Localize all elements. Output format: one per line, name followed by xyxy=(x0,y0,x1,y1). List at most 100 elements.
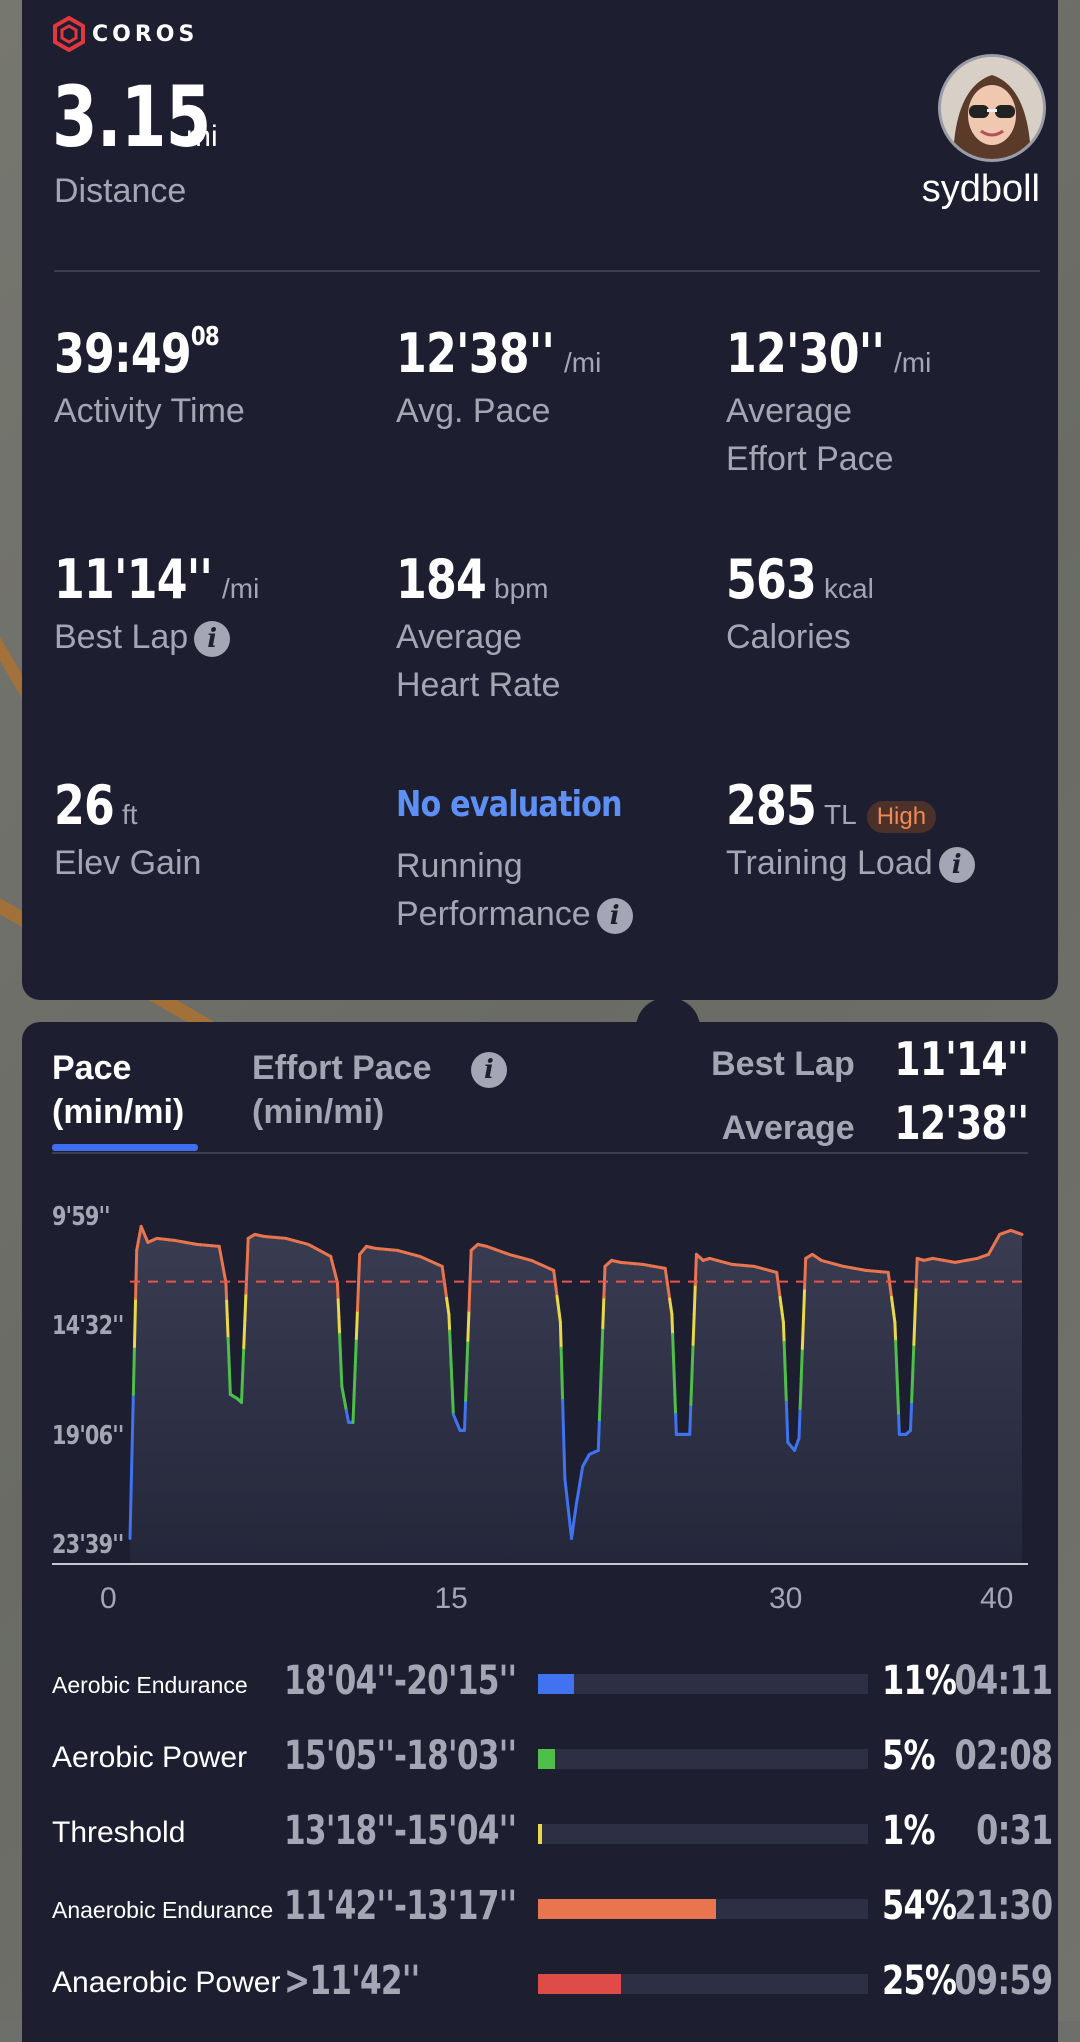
pace-line-segment xyxy=(899,1416,900,1435)
pace-line-segment xyxy=(801,1348,802,1378)
pace-line-segment xyxy=(895,1322,896,1341)
zone-bar-track xyxy=(538,1899,868,1919)
pace-line-segment xyxy=(451,1364,452,1381)
coros-logo: COROS xyxy=(52,16,198,52)
zone-time: 09:59 xyxy=(954,1958,1052,2004)
distance-value: 3.15 mi xyxy=(52,68,218,166)
best-lap-stat-value: 11'14'' xyxy=(894,1032,1028,1086)
zone-row: Anaerobic Power>11'42''25%09:59 xyxy=(52,1952,1052,2012)
pace-line-segment xyxy=(136,1250,137,1298)
training-load-value: 285 xyxy=(726,774,792,837)
distance-label: Distance xyxy=(54,172,186,211)
info-icon[interactable]: i xyxy=(939,847,975,883)
tab-pace[interactable]: Pace(min/mi) xyxy=(52,1046,184,1134)
pace-line-segment xyxy=(913,1344,914,1373)
pace-line-segment xyxy=(805,1258,806,1288)
zone-range: >11'42'' xyxy=(284,1958,419,2004)
pace-line-segment xyxy=(601,1358,602,1389)
coros-hexagon-icon xyxy=(52,16,86,52)
activity-summary-card: COROS 3.15 mi Distance sydboll 39:4908 A… xyxy=(22,0,1058,1000)
avg-effort-pace-value: 12'30'' xyxy=(726,322,849,385)
avg-heart-rate-value: 184 xyxy=(396,548,462,611)
zone-name: Aerobic Endurance xyxy=(52,1672,248,1699)
zone-bar-fill xyxy=(538,1824,542,1844)
tab-divider xyxy=(52,1152,1028,1154)
running-performance-value[interactable]: No evaluation xyxy=(396,784,622,825)
metric-activity-time: 39:4908 Activity Time xyxy=(54,322,255,435)
pace-line-segment xyxy=(227,1320,228,1339)
pace-line-segment xyxy=(356,1310,357,1338)
pace-line-segment xyxy=(134,1298,135,1346)
pace-line-segment xyxy=(800,1378,801,1408)
pace-line-segment xyxy=(784,1342,785,1362)
pace-line-segment xyxy=(560,1322,561,1348)
pace-line-segment xyxy=(568,1508,569,1518)
pace-line-segment xyxy=(353,1394,354,1422)
pace-line-segment xyxy=(566,1488,567,1498)
pace-line-segment xyxy=(915,1287,916,1316)
pace-line-segment xyxy=(787,1422,788,1442)
zone-time: 21:30 xyxy=(954,1883,1052,1929)
info-icon[interactable]: i xyxy=(597,898,633,934)
pace-line-segment xyxy=(599,1389,600,1420)
pace-line-segment xyxy=(565,1478,566,1488)
pace-line-segment xyxy=(799,1408,800,1438)
x-tick-label: 40 xyxy=(980,1582,1013,1616)
pace-line-segment xyxy=(672,1314,673,1334)
pace-line-segment xyxy=(911,1402,912,1431)
pace-chart[interactable] xyxy=(22,1182,1058,1622)
info-icon[interactable]: i xyxy=(194,621,230,657)
zone-name: Threshold xyxy=(52,1816,185,1850)
pace-line-segment xyxy=(453,1398,454,1415)
pace-line-segment xyxy=(470,1250,471,1280)
pace-line-segment xyxy=(602,1328,603,1359)
avg-pace-value: 12'38'' xyxy=(396,322,519,385)
info-icon[interactable]: i xyxy=(471,1052,507,1088)
summary-divider xyxy=(54,270,1040,272)
zone-percent: 1% xyxy=(882,1808,935,1854)
pace-line-segment xyxy=(914,1316,915,1345)
user-photo-icon xyxy=(941,57,1043,159)
avg-heart-rate-unit: bpm xyxy=(494,573,548,605)
calories-label: Calories xyxy=(726,613,874,661)
best-lap-value: 11'14'' xyxy=(54,548,177,611)
pace-line-segment xyxy=(694,1284,695,1314)
pace-line-segment xyxy=(569,1518,570,1528)
pace-line-segment xyxy=(673,1354,674,1374)
zone-time: 04:11 xyxy=(954,1658,1052,1704)
pace-line-segment xyxy=(897,1378,898,1397)
elev-gain-value: 26 xyxy=(54,774,95,837)
calories-value: 563 xyxy=(726,548,792,611)
activity-time-label: Activity Time xyxy=(54,387,255,435)
best-lap-stat-label: Best Lap xyxy=(711,1045,855,1084)
pace-line-segment xyxy=(675,1394,676,1414)
pace-line-segment xyxy=(785,1362,786,1382)
zone-name: Anaerobic Power xyxy=(52,1966,280,2000)
pace-line-segment xyxy=(786,1402,787,1422)
pace-line-segment xyxy=(247,1238,248,1265)
average-stat-label: Average xyxy=(722,1109,855,1148)
pace-line-segment xyxy=(676,1414,677,1434)
avg-effort-pace-unit: /mi xyxy=(894,347,931,379)
tab-effort-pace[interactable]: Effort Pace i(min/mi) xyxy=(252,1046,507,1134)
best-lap-stat: Best Lap 11'14'' xyxy=(711,1032,1028,1086)
pace-line-segment xyxy=(131,1442,132,1490)
elev-gain-label: Elev Gain xyxy=(54,839,201,887)
username[interactable]: sydboll xyxy=(922,168,1040,211)
pace-line-segment xyxy=(896,1341,897,1360)
pace-line-segment xyxy=(690,1404,691,1434)
pace-line-segment xyxy=(469,1280,470,1310)
pace-line-segment xyxy=(337,1282,338,1299)
avatar[interactable] xyxy=(938,54,1046,162)
y-tick-label: 23'39'' xyxy=(52,1530,123,1560)
pace-line-segment xyxy=(465,1400,466,1430)
pace-line-segment xyxy=(786,1382,787,1402)
